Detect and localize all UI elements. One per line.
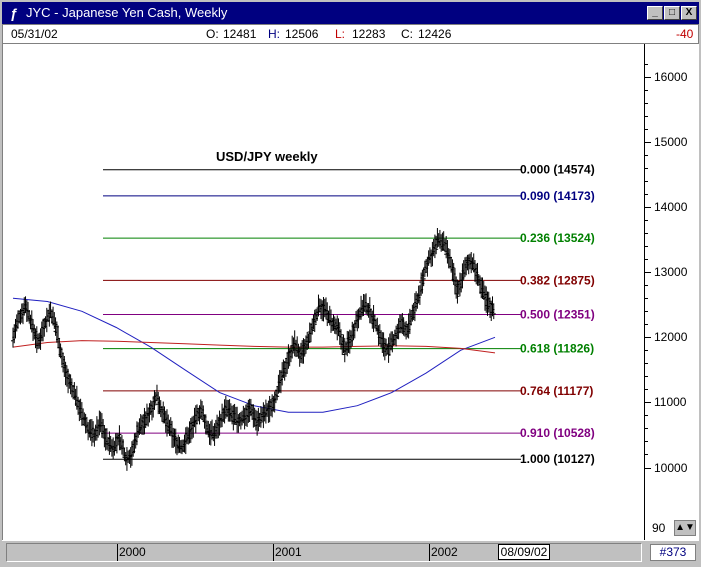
y-tick [645,272,651,274]
price-bar [117,425,122,451]
quote-info-bar: 05/31/02 O: 12481 H: 12506 L: 12283 C: 1… [2,24,699,44]
y-minor-tick [645,285,648,287]
y-minor-tick [645,168,648,170]
y-tick-label: 10000 [654,460,688,475]
x-tick [273,544,274,561]
price-bar [455,279,460,304]
y-minor-tick [645,324,648,326]
title-bar: ƒ JYC - Japanese Yen Cash, Weekly _ □ X [2,2,699,24]
open-value: 12481 [223,27,257,41]
fib-label-1.000: 1.000 (10127) [520,452,595,466]
x-tick-label-2001: 2001 [275,545,302,559]
fib-label-0.764: 0.764 (11177) [520,384,593,398]
window-title: JYC - Japanese Yen Cash, Weekly [26,5,228,20]
close-value: 12426 [418,27,452,41]
price-bar [434,235,439,255]
chart-title: USD/JPY weekly [216,149,318,164]
y-minor-tick [645,441,648,443]
y-minor-tick [645,220,648,222]
y-minor-tick [645,311,648,313]
y-tick-label: 12000 [654,330,688,345]
y-minor-tick [645,246,648,248]
y-minor-tick [645,454,648,456]
y-tick-label: 14000 [654,200,688,215]
fib-label-0.618: 0.618 (11826) [520,342,594,356]
price-bar [121,439,126,457]
ma-long-line [12,297,496,413]
y-tick [645,402,651,404]
y-minor-tick [645,415,648,417]
close-label: C: [401,27,413,41]
ma-mid-line [12,340,496,354]
low-value: 12283 [352,27,386,41]
price-bar [422,260,427,277]
y-minor-tick [645,259,648,261]
y-minor-tick [645,128,648,130]
change-value: -40 [676,27,694,41]
y-minor-tick [645,428,648,430]
price-bar [47,303,52,327]
y-minor-tick [645,89,648,91]
y-tick-label: 13000 [654,265,688,280]
corner-value: 90 [652,521,666,535]
fib-label-0.910: 0.910 (10528) [520,426,595,440]
y-tick [645,142,651,143]
price-bar [59,347,64,366]
x-tick-label-2002: 2002 [431,545,458,559]
app-icon: ƒ [10,5,18,21]
y-minor-tick [645,155,648,157]
fib-label-0.000: 0.000 (14574) [520,163,595,177]
scale-toggle-button[interactable]: ▲▼ [674,520,696,536]
y-tick-label: 15000 [654,135,688,149]
y-minor-tick [645,233,648,235]
fib-label-0.500: 0.500 (12351) [520,307,595,321]
y-minor-tick [645,181,648,183]
open-label: O: [206,27,219,41]
high-value: 12506 [285,27,319,41]
y-tick [645,337,651,339]
y-tick-label: 11000 [654,395,687,410]
y-tick [645,467,651,469]
fib-label-0.382: 0.382 (12875) [520,273,595,287]
x-tick [429,544,430,561]
bar-count: #373 [650,544,696,561]
y-minor-tick [645,298,648,300]
y-minor-tick [645,102,648,104]
minimize-button[interactable]: _ [647,6,663,20]
fib-label-0.236: 0.236 (13524) [520,231,595,245]
fib-label-0.090: 0.090 (14173) [520,189,595,203]
quote-date: 05/31/02 [11,27,58,41]
price-bar [152,390,157,410]
maximize-button[interactable]: □ [664,6,680,20]
price-bar [491,303,496,320]
x-tick-label-2000: 2000 [119,545,146,559]
y-tick [645,207,651,209]
price-bar [421,267,426,287]
end-date-box: 08/09/02 [498,544,550,560]
price-axis[interactable]: 10000 11000 12000 13000 14000 15000 16000 [644,44,699,540]
y-minor-tick [645,194,648,196]
price-bar [339,329,344,350]
y-minor-tick [645,63,648,65]
y-tick [645,76,651,78]
close-button[interactable]: X [681,6,697,20]
date-axis[interactable]: 2000 2001 2002 [6,543,642,562]
chart-svg: USD/JPY weekly 0.000 (14574) 0.090 (14173)… [11,149,595,471]
price-bar [290,335,295,359]
y-minor-tick [645,363,648,365]
y-minor-tick [645,115,648,117]
low-label: L: [335,27,346,41]
y-tick-label: 16000 [654,69,688,84]
high-label: H: [268,27,280,41]
price-bar [275,386,280,401]
price-bar [310,318,315,335]
chart-plot-area[interactable]: USD/JPY weekly 0.000 (14574) 0.090 (14173)… [2,44,644,540]
y-minor-tick [645,376,648,378]
y-minor-tick [645,389,648,391]
price-bar [316,294,321,317]
y-minor-tick [645,350,648,352]
x-tick [117,544,118,561]
